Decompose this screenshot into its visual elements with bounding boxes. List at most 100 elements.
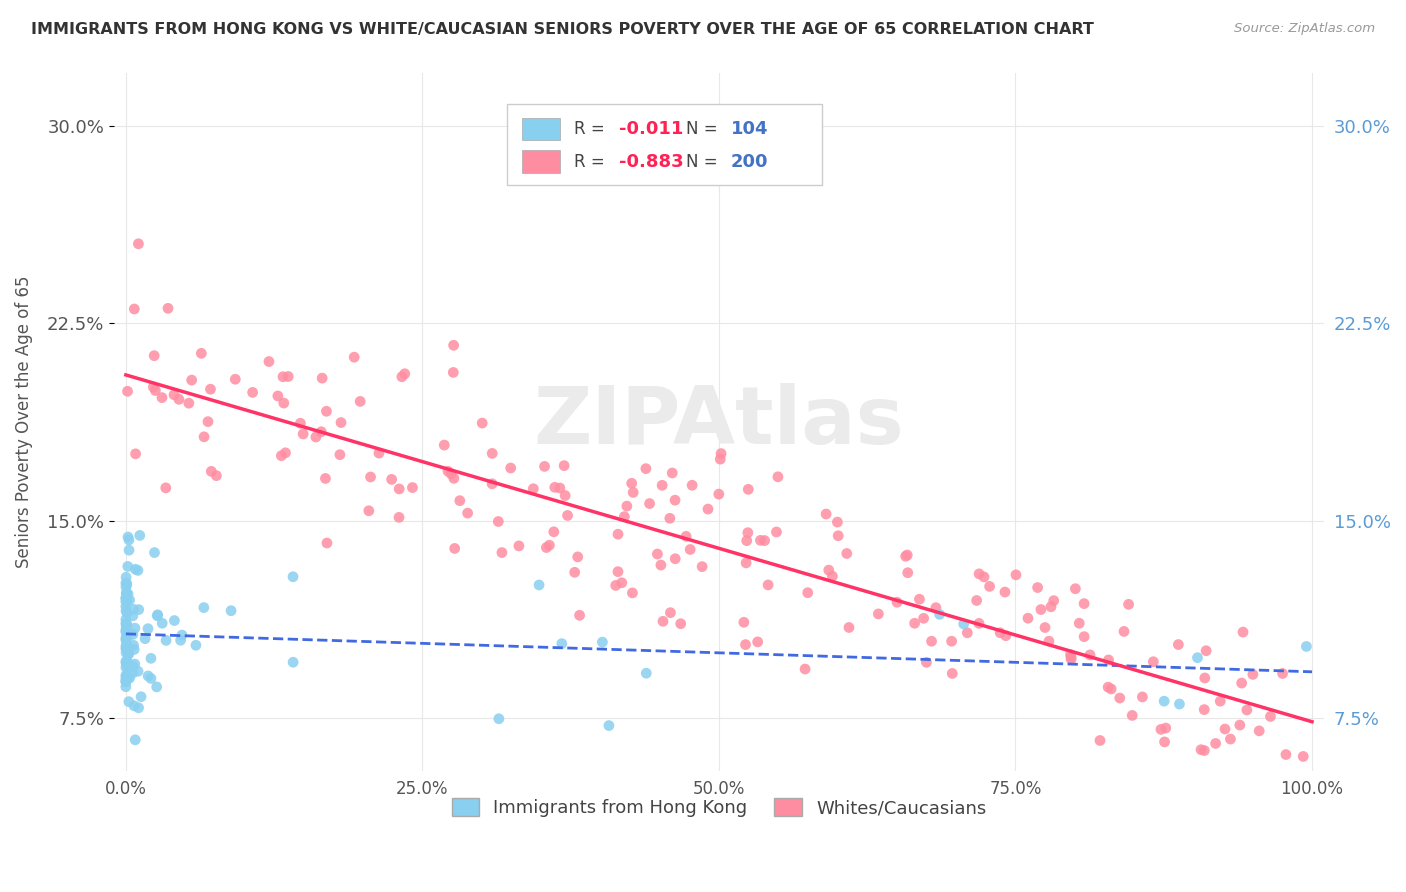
Point [491, 545, 513, 559]
Point [343, 350, 366, 364]
Point [117, 587, 139, 601]
Point [1108, 691, 1130, 706]
Point [124, 732, 146, 747]
Point [650, 558, 672, 572]
Point [381, 472, 404, 486]
Point [281, 655, 304, 669]
Point [553, 458, 575, 473]
Point [536, 541, 558, 555]
Point [115, 670, 138, 684]
Point [1271, 666, 1294, 681]
Point [115, 593, 138, 607]
Point [1017, 611, 1039, 625]
Text: N =: N = [686, 153, 723, 170]
Point [117, 671, 139, 685]
Point [115, 594, 138, 608]
Point [368, 446, 391, 460]
Point [1142, 655, 1164, 669]
Point [117, 384, 139, 399]
Point [1038, 634, 1060, 648]
Point [551, 637, 574, 651]
Point [661, 466, 683, 480]
Point [124, 562, 146, 576]
Point [1097, 680, 1119, 694]
Point [128, 602, 150, 616]
Point [128, 528, 150, 542]
Point [941, 666, 963, 681]
Point [868, 607, 890, 621]
Point [908, 592, 931, 607]
Point [115, 654, 138, 668]
Point [122, 642, 145, 657]
Point [669, 616, 692, 631]
Point [115, 674, 138, 689]
Point [115, 637, 138, 651]
Point [115, 641, 138, 656]
Point [568, 608, 591, 623]
Point [273, 396, 295, 410]
Point [827, 529, 849, 543]
Point [124, 621, 146, 635]
Point [1292, 749, 1315, 764]
Point [607, 565, 630, 579]
Point [115, 632, 138, 647]
Point [591, 635, 613, 649]
Point [122, 698, 145, 713]
Point [538, 538, 561, 552]
Point [267, 389, 290, 403]
Point [1121, 708, 1143, 723]
Point [115, 668, 138, 682]
Point [115, 620, 138, 634]
Point [163, 614, 186, 628]
Point [200, 464, 222, 478]
Point [1097, 653, 1119, 667]
Point [349, 394, 371, 409]
Point [115, 668, 138, 682]
Point [193, 600, 215, 615]
Point [651, 478, 673, 492]
Point [200, 382, 222, 396]
Point [734, 638, 756, 652]
Point [1059, 648, 1081, 662]
Point [967, 566, 990, 581]
Point [257, 354, 280, 368]
Point [994, 585, 1017, 599]
Point [115, 570, 138, 584]
Point [122, 627, 145, 641]
Point [360, 470, 382, 484]
Point [115, 631, 138, 645]
Point [316, 536, 339, 550]
Point [1029, 602, 1052, 616]
Point [136, 622, 159, 636]
Point [737, 525, 759, 540]
Point [443, 541, 465, 556]
Point [925, 600, 948, 615]
Point [115, 660, 138, 674]
Point [567, 549, 589, 564]
Point [904, 616, 927, 631]
Point [527, 578, 550, 592]
Point [664, 493, 686, 508]
Point [115, 591, 138, 605]
Point [709, 452, 731, 467]
Point [143, 349, 166, 363]
Point [117, 648, 139, 662]
Point [440, 467, 463, 481]
Point [796, 585, 818, 599]
Point [134, 632, 156, 646]
Point [1112, 624, 1135, 639]
Point [681, 478, 703, 492]
Point [115, 616, 138, 631]
Point [733, 615, 755, 630]
Point [598, 718, 620, 732]
Point [205, 468, 228, 483]
Point [115, 576, 138, 591]
Point [139, 672, 162, 686]
Point [1167, 638, 1189, 652]
Point [1154, 721, 1177, 735]
Point [129, 690, 152, 704]
Point [115, 642, 138, 657]
Point [735, 556, 758, 570]
Point [155, 481, 177, 495]
Point [886, 595, 908, 609]
